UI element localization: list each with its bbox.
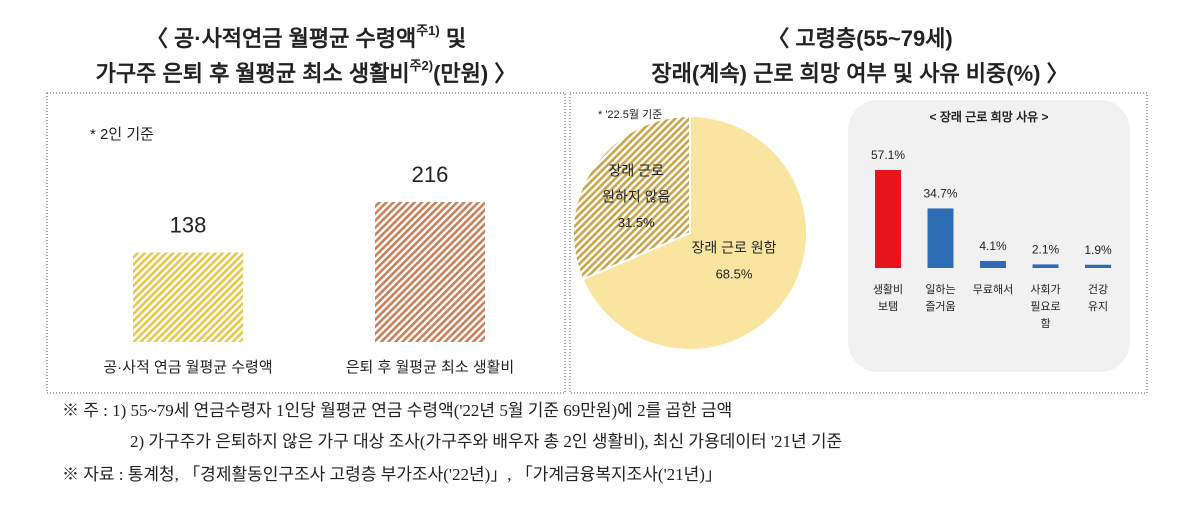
chart-note: * '22.5월 기준 [598,108,662,121]
value-label: 68.5% [716,266,753,281]
note: ※ 자료 : 통계청, 「경제활동인구조사 고령층 부가조사('22년)」, 「… [62,465,722,484]
bar [1085,264,1111,268]
category-label: 보탬 [878,300,898,313]
value-label: 4.1% [979,239,1007,253]
category-label: 공·사적 연금 월평균 수령액 [103,359,272,376]
category-label: 함 [1040,317,1050,330]
note: 2) 가구주가 은퇴하지 않은 가구 대상 조사(가구주와 배우자 총 2인 생… [130,432,842,451]
bar [375,202,485,342]
inset-box [848,100,1130,372]
chart-title: 〈 공·사적연금 월평균 수령액주1) 및 [146,23,466,50]
category-label: 일하는 [925,282,955,296]
category-label: 은퇴 후 월평균 최소 생활비 [346,359,514,376]
title-footnote-mark: 주1) [416,23,440,38]
bar [133,252,243,342]
title-text: < 장래 근로 희망 사유 > [929,109,1048,124]
title-text: 가구주 은퇴 후 월평균 최소 생활비 [96,61,410,86]
category-label: 원하지 않음 [602,188,670,204]
category-label: 장래 근로 원함 [691,240,776,256]
category-label: 즐거움 [925,300,955,313]
bar [875,170,901,268]
bar [1032,264,1059,268]
value-label: 34.7% [923,187,957,201]
value-label: 31.5% [618,215,655,230]
title-text: 및 [440,26,466,51]
bar [980,260,1006,268]
category-label: 유지 [1088,300,1108,313]
title-footnote-mark: 주2) [410,58,434,73]
category-label: 무료해서 [973,282,1013,296]
chart-title: < 장래 근로 희망 사유 > [929,109,1048,124]
right-panel [569,92,1148,394]
bar [927,208,954,268]
category-label: 장래 근로 [609,162,665,178]
left-panel [46,92,566,394]
category-label: 필요로 [1030,300,1060,313]
pie-slice [581,114,808,351]
category-label: 생활비 [873,282,903,296]
value-label: 138 [170,212,207,237]
value-label: 216 [412,162,449,187]
chart-title: 가구주 은퇴 후 월평균 최소 생활비주2)(만원) 〉 [96,58,517,85]
pie-slice [572,114,691,281]
chart-title: 〈 고령층(55~79세) [767,26,953,51]
value-label: 57.1% [871,148,905,162]
title-text: 〈 고령층(55~79세) [767,26,953,51]
value-label: 2.1% [1032,243,1060,257]
note: ※ 주 : 1) 55~79세 연금수령자 1인당 월평균 연금 수령액('22… [62,401,732,420]
title-text: (만원) 〉 [433,61,516,86]
chart-note: * 2인 기준 [90,126,154,143]
category-label: 건강 [1088,283,1108,296]
category-label: 사회가 [1030,283,1060,296]
value-label: 1.9% [1084,243,1112,257]
title-text: 〈 공·사적연금 월평균 수령액 [146,26,416,51]
chart-title: 장래(계속) 근로 희망 여부 및 사유 비중(%) 〉 [651,61,1068,86]
title-text: 장래(계속) 근로 희망 여부 및 사유 비중(%) 〉 [651,61,1068,86]
